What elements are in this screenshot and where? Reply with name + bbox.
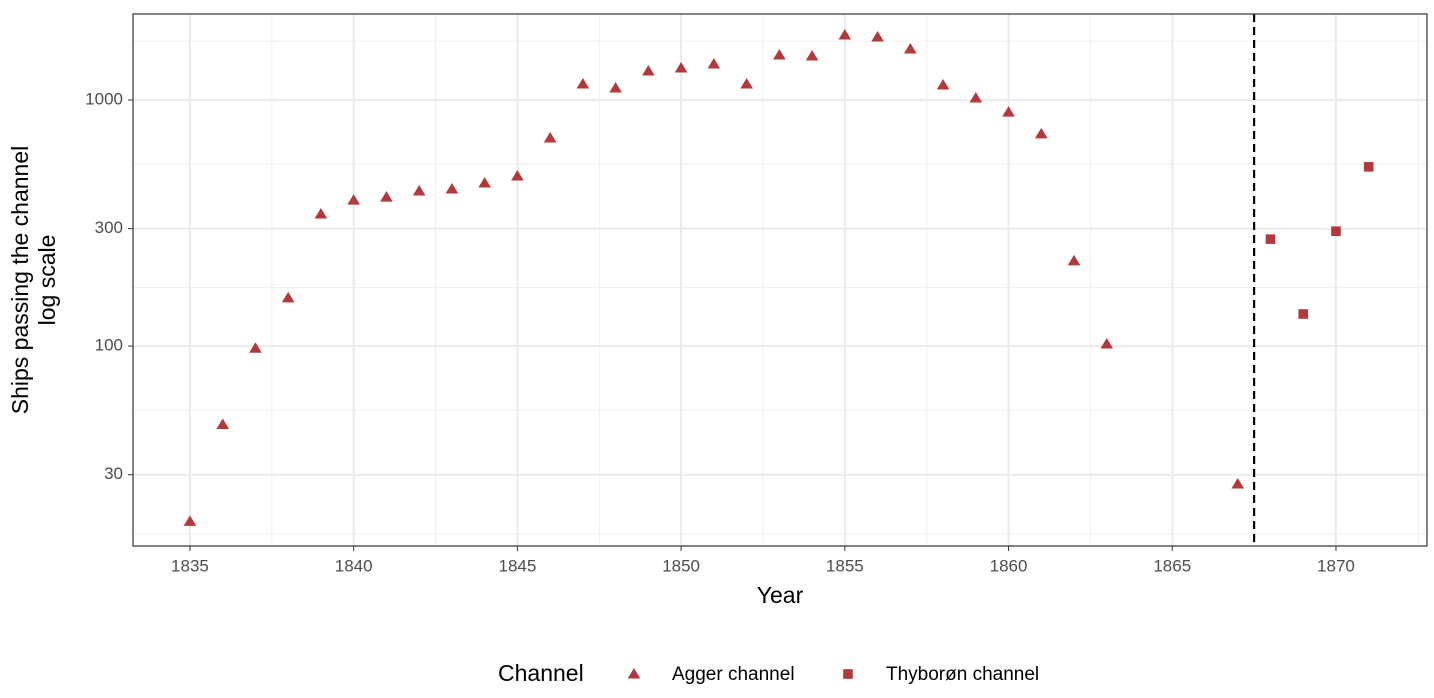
marker-triangle bbox=[609, 81, 622, 93]
plot-border bbox=[132, 13, 1428, 547]
marker-triangle bbox=[1002, 106, 1015, 117]
marker-triangle bbox=[904, 43, 917, 54]
x-tick-label: 1840 bbox=[335, 556, 373, 575]
legend-label: Thyborøn channel bbox=[886, 664, 1039, 685]
marker-square bbox=[1363, 162, 1374, 172]
y-axis-title: Ships passing the channel bbox=[7, 146, 33, 415]
marker-square bbox=[1298, 309, 1309, 319]
marker-triangle bbox=[707, 58, 721, 69]
marker-triangle bbox=[1034, 127, 1048, 139]
marker-triangle bbox=[1100, 337, 1114, 349]
x-tick-label: 1850 bbox=[662, 556, 700, 575]
marker-triangle bbox=[511, 170, 524, 181]
marker-square bbox=[1265, 234, 1276, 244]
marker-triangle bbox=[773, 49, 786, 60]
legend-key bbox=[627, 668, 641, 679]
marker-triangle bbox=[216, 418, 230, 430]
marker-triangle bbox=[380, 191, 393, 202]
y-tick-label: 30 bbox=[104, 464, 123, 483]
x-tick-label: 1835 bbox=[171, 556, 209, 575]
marker-triangle bbox=[674, 62, 688, 73]
marker-triangle bbox=[740, 78, 753, 89]
marker-triangle bbox=[445, 182, 459, 194]
marker-triangle bbox=[347, 194, 360, 205]
y-tick-label: 100 bbox=[95, 336, 123, 355]
legend-key bbox=[843, 669, 853, 679]
marker-triangle bbox=[183, 515, 197, 526]
marker-triangle bbox=[805, 49, 819, 61]
marker-triangle bbox=[412, 184, 426, 196]
marker-triangle bbox=[871, 31, 884, 42]
marker-triangle bbox=[642, 64, 655, 76]
x-tick-label: 1865 bbox=[1153, 556, 1191, 575]
marker-triangle bbox=[1231, 478, 1245, 489]
marker-triangle bbox=[936, 78, 950, 90]
x-axis-title: Year bbox=[757, 582, 804, 608]
marker-square bbox=[1331, 226, 1341, 236]
marker-triangle bbox=[249, 342, 262, 353]
x-tick-label: 1845 bbox=[498, 556, 536, 575]
marker-triangle bbox=[576, 78, 590, 89]
x-tick-label: 1855 bbox=[826, 556, 864, 575]
marker-triangle bbox=[969, 91, 983, 103]
marker-triangle bbox=[478, 176, 491, 188]
legend-title: Channel bbox=[498, 660, 584, 686]
marker-triangle bbox=[281, 291, 295, 303]
y-tick-label: 300 bbox=[95, 218, 123, 237]
y-axis-title: log scale bbox=[34, 235, 60, 326]
legend-label: Agger channel bbox=[672, 664, 795, 685]
marker-triangle bbox=[1067, 254, 1081, 266]
marker-triangle bbox=[838, 28, 852, 40]
marker-triangle bbox=[314, 208, 328, 219]
x-tick-label: 1870 bbox=[1317, 556, 1355, 575]
x-tick-label: 1860 bbox=[990, 556, 1028, 575]
marker-triangle bbox=[543, 131, 557, 143]
y-tick-label: 1000 bbox=[85, 89, 123, 108]
